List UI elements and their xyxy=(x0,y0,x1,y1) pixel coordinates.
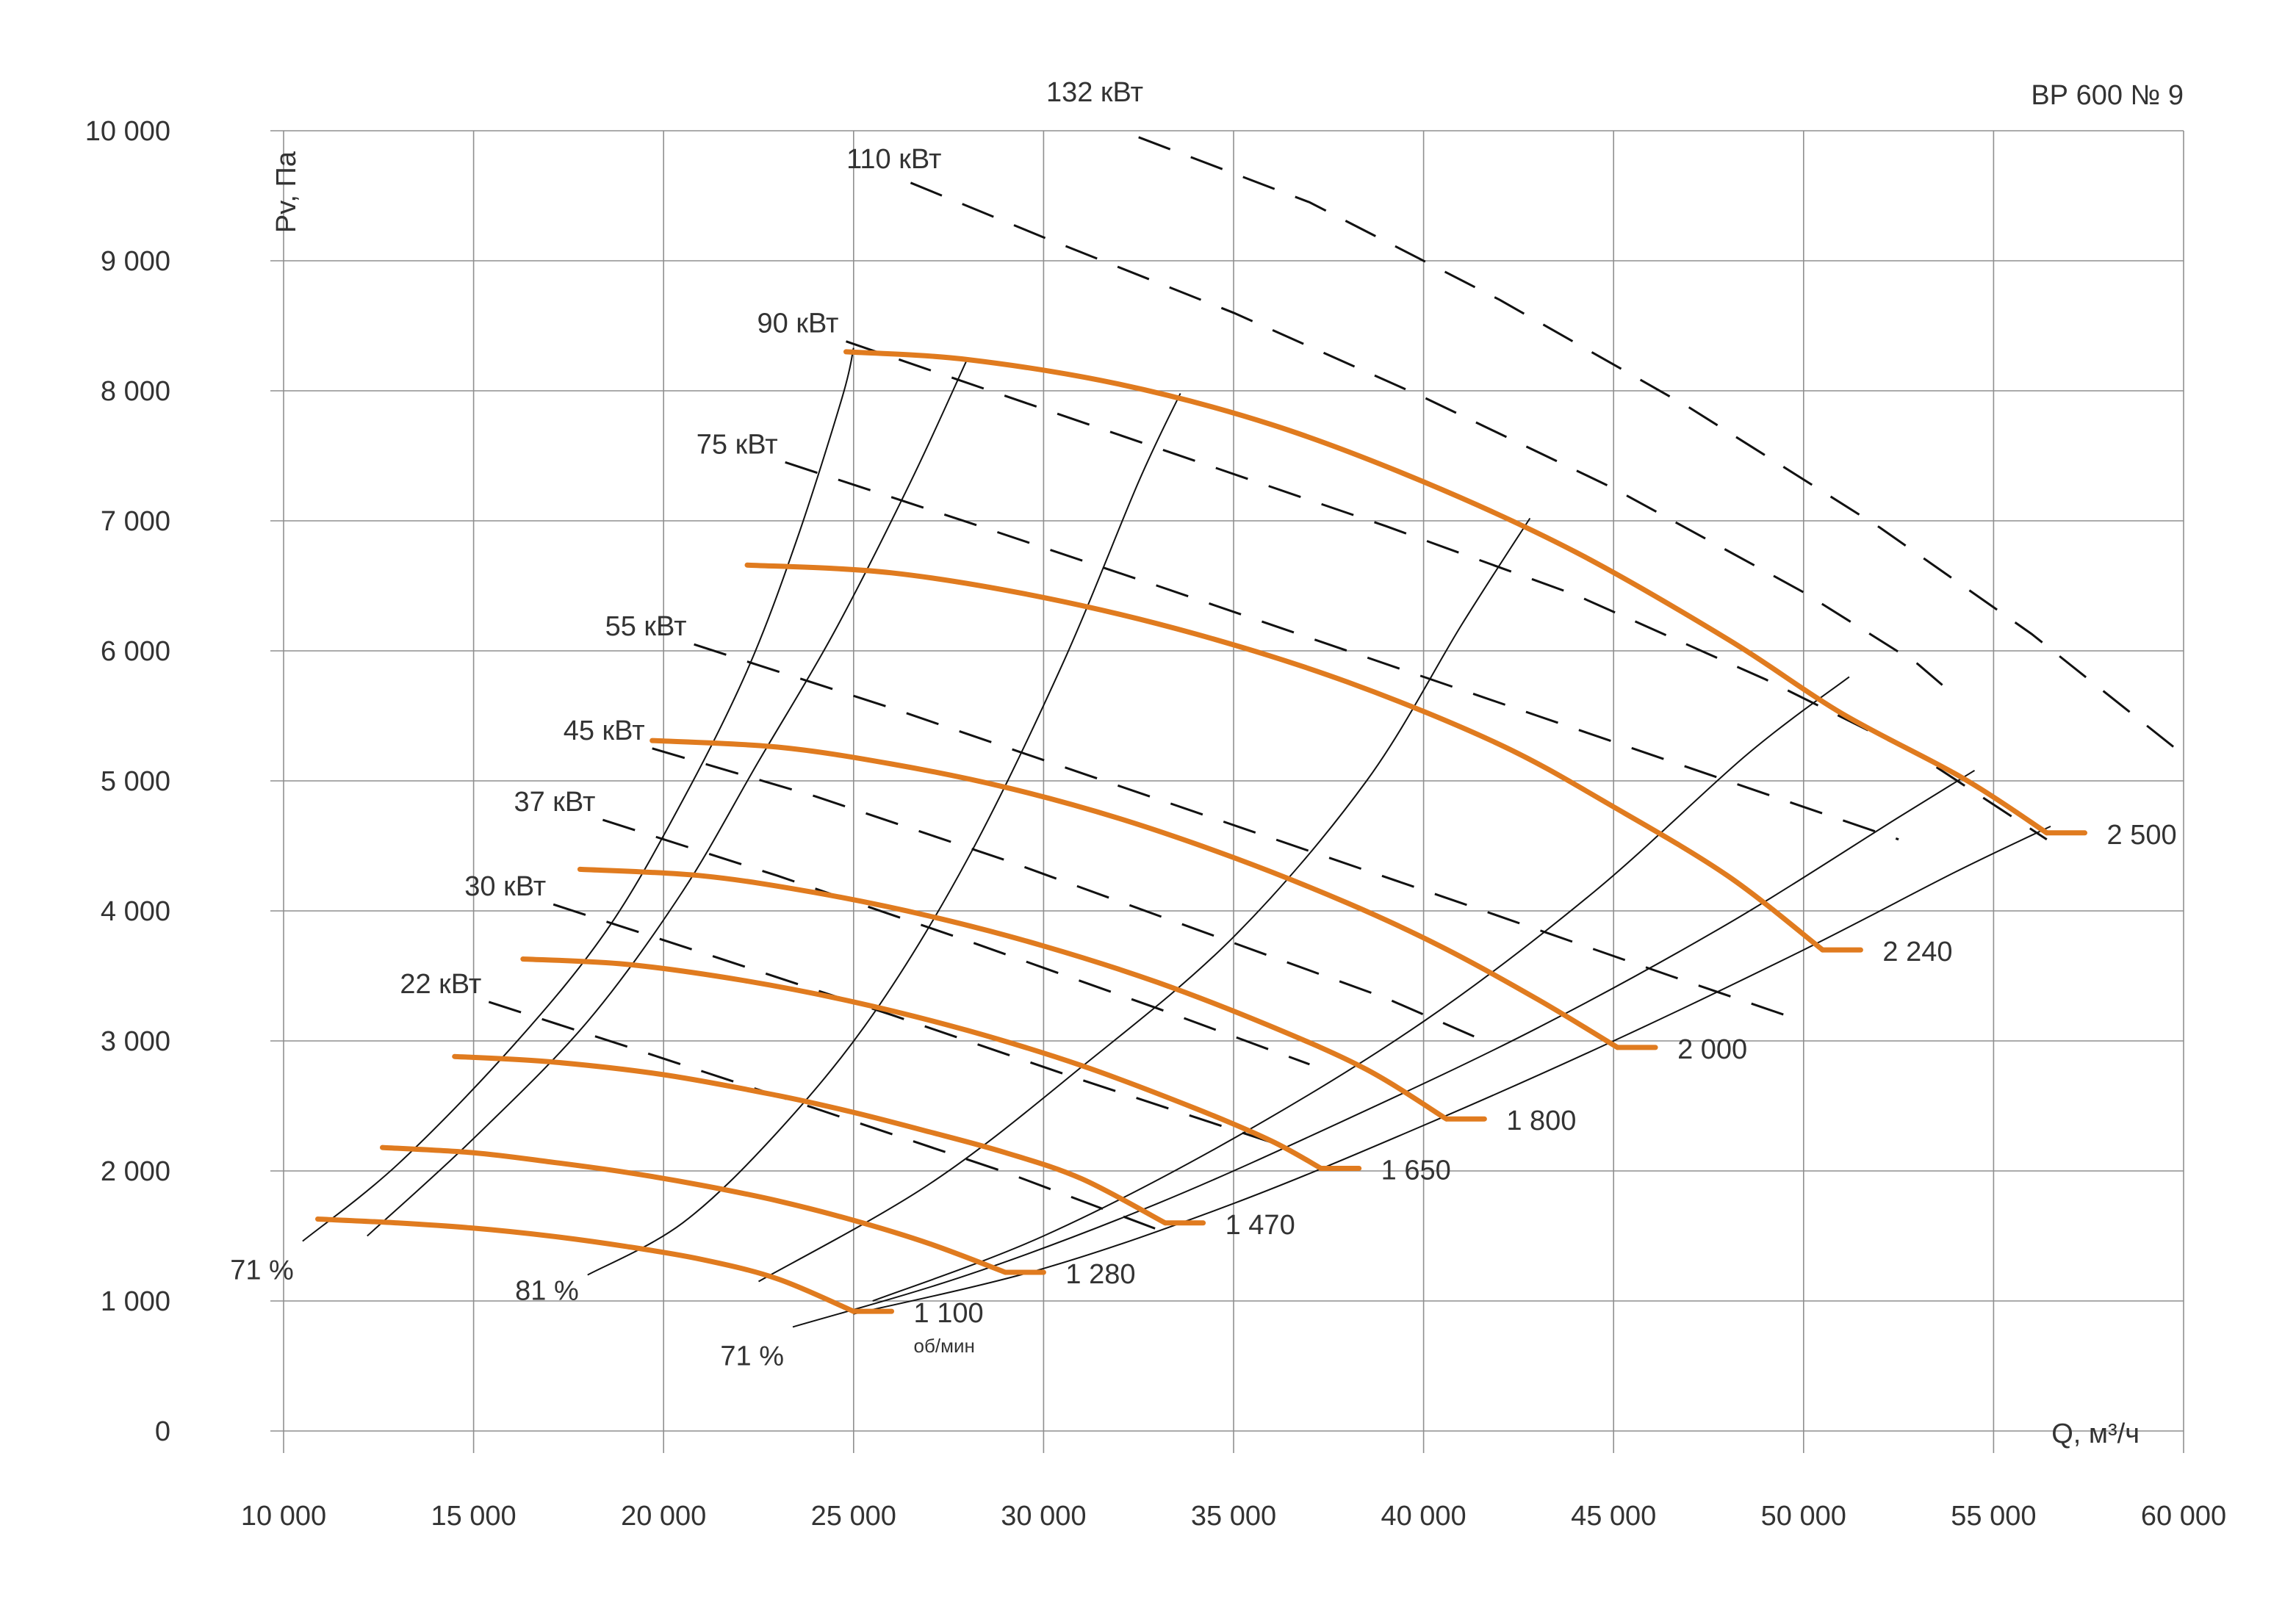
speed-curve xyxy=(744,562,1826,953)
y-tick-label: 5 000 xyxy=(101,766,170,797)
y-tick-label: 7 000 xyxy=(101,506,170,537)
power-line xyxy=(785,461,1899,841)
power-label: 37 кВт xyxy=(514,787,595,818)
power-line xyxy=(488,1001,1159,1231)
power-label: 132 кВт xyxy=(1046,77,1143,108)
chart-title: ВР 600 № 9 xyxy=(2031,80,2184,111)
efficiency-label: 81 % xyxy=(515,1276,579,1307)
power-label: 75 кВт xyxy=(697,429,778,460)
efficiency-line xyxy=(302,347,854,1242)
x-tick-label: 40 000 xyxy=(1381,1501,1466,1532)
x-tick-label: 35 000 xyxy=(1191,1501,1276,1532)
y-tick-label: 10 000 xyxy=(85,116,170,147)
power-line xyxy=(652,747,1485,1042)
efficiency-label: 71 % xyxy=(230,1255,294,1286)
speed-curve xyxy=(315,1216,857,1314)
speed-label: 1 650 xyxy=(1381,1155,1451,1186)
power-line xyxy=(553,903,1273,1144)
power-line xyxy=(846,340,2048,840)
speed-label: 2 500 xyxy=(2107,820,2177,851)
speed-curve xyxy=(452,1053,1168,1226)
speed-unit-label: об/мин xyxy=(914,1335,975,1357)
power-label: 110 кВт xyxy=(846,144,941,175)
power-label: 45 кВт xyxy=(564,715,645,746)
efficiency-line xyxy=(587,393,1181,1276)
speed-label: 1 280 xyxy=(1065,1259,1135,1290)
x-tick-label: 60 000 xyxy=(2141,1501,2226,1532)
y-tick-label: 4 000 xyxy=(101,896,170,927)
y-tick-label: 2 000 xyxy=(101,1156,170,1187)
x-tick-label: 10 000 xyxy=(241,1501,326,1532)
power-lines xyxy=(488,136,2184,1231)
speed-label: 1 470 xyxy=(1226,1210,1295,1241)
x-tick-label: 25 000 xyxy=(811,1501,896,1532)
y-tick-label: 1 000 xyxy=(101,1286,170,1317)
speed-curves xyxy=(315,349,2088,1314)
x-tick-label: 50 000 xyxy=(1761,1501,1846,1532)
x-tick-label: 30 000 xyxy=(1001,1501,1086,1532)
grid xyxy=(270,130,2184,1453)
x-tick-label: 55 000 xyxy=(1951,1501,2036,1532)
efficiency-line xyxy=(872,676,1850,1302)
x-tick-label: 15 000 xyxy=(431,1501,516,1532)
speed-curve xyxy=(649,738,1620,1050)
power-line xyxy=(602,818,1310,1066)
efficiency-line xyxy=(853,825,2051,1315)
efficiency-label: 71 % xyxy=(720,1341,784,1371)
x-axis-label: Q, м³/ч xyxy=(2051,1418,2140,1449)
power-label: 55 кВт xyxy=(605,611,687,642)
chart-labels: ВР 600 № 9 Q, м³/ч Pv, Па 10 000 15 000 20… xyxy=(85,77,2226,1532)
speed-curve xyxy=(380,1144,1009,1275)
speed-curve xyxy=(577,866,1450,1122)
y-tick-label: 9 000 xyxy=(101,246,170,277)
power-label: 90 кВт xyxy=(757,309,839,339)
power-line xyxy=(694,643,1804,1023)
efficiency-line xyxy=(367,358,968,1237)
y-tick-label: 6 000 xyxy=(101,636,170,667)
power-label: 22 кВт xyxy=(400,969,481,1000)
power-line xyxy=(1138,136,2184,756)
power-line xyxy=(910,181,1957,698)
efficiency-line xyxy=(758,517,1531,1283)
power-label: 30 кВт xyxy=(464,871,546,902)
speed-label: 1 100 xyxy=(914,1298,984,1329)
speed-curve xyxy=(520,956,1324,1171)
speed-curve xyxy=(843,349,2050,836)
x-tick-label: 45 000 xyxy=(1571,1501,1656,1532)
y-tick-label: 8 000 xyxy=(101,376,170,407)
x-tick-label: 20 000 xyxy=(621,1501,706,1532)
speed-label: 2 240 xyxy=(1882,937,1952,967)
y-tick-label: 3 000 xyxy=(101,1026,170,1057)
y-tick-label: 0 xyxy=(155,1416,170,1447)
speed-label: 2 000 xyxy=(1677,1034,1747,1065)
speed-label: 1 800 xyxy=(1506,1106,1576,1136)
y-axis-label: Pv, Па xyxy=(271,151,302,233)
